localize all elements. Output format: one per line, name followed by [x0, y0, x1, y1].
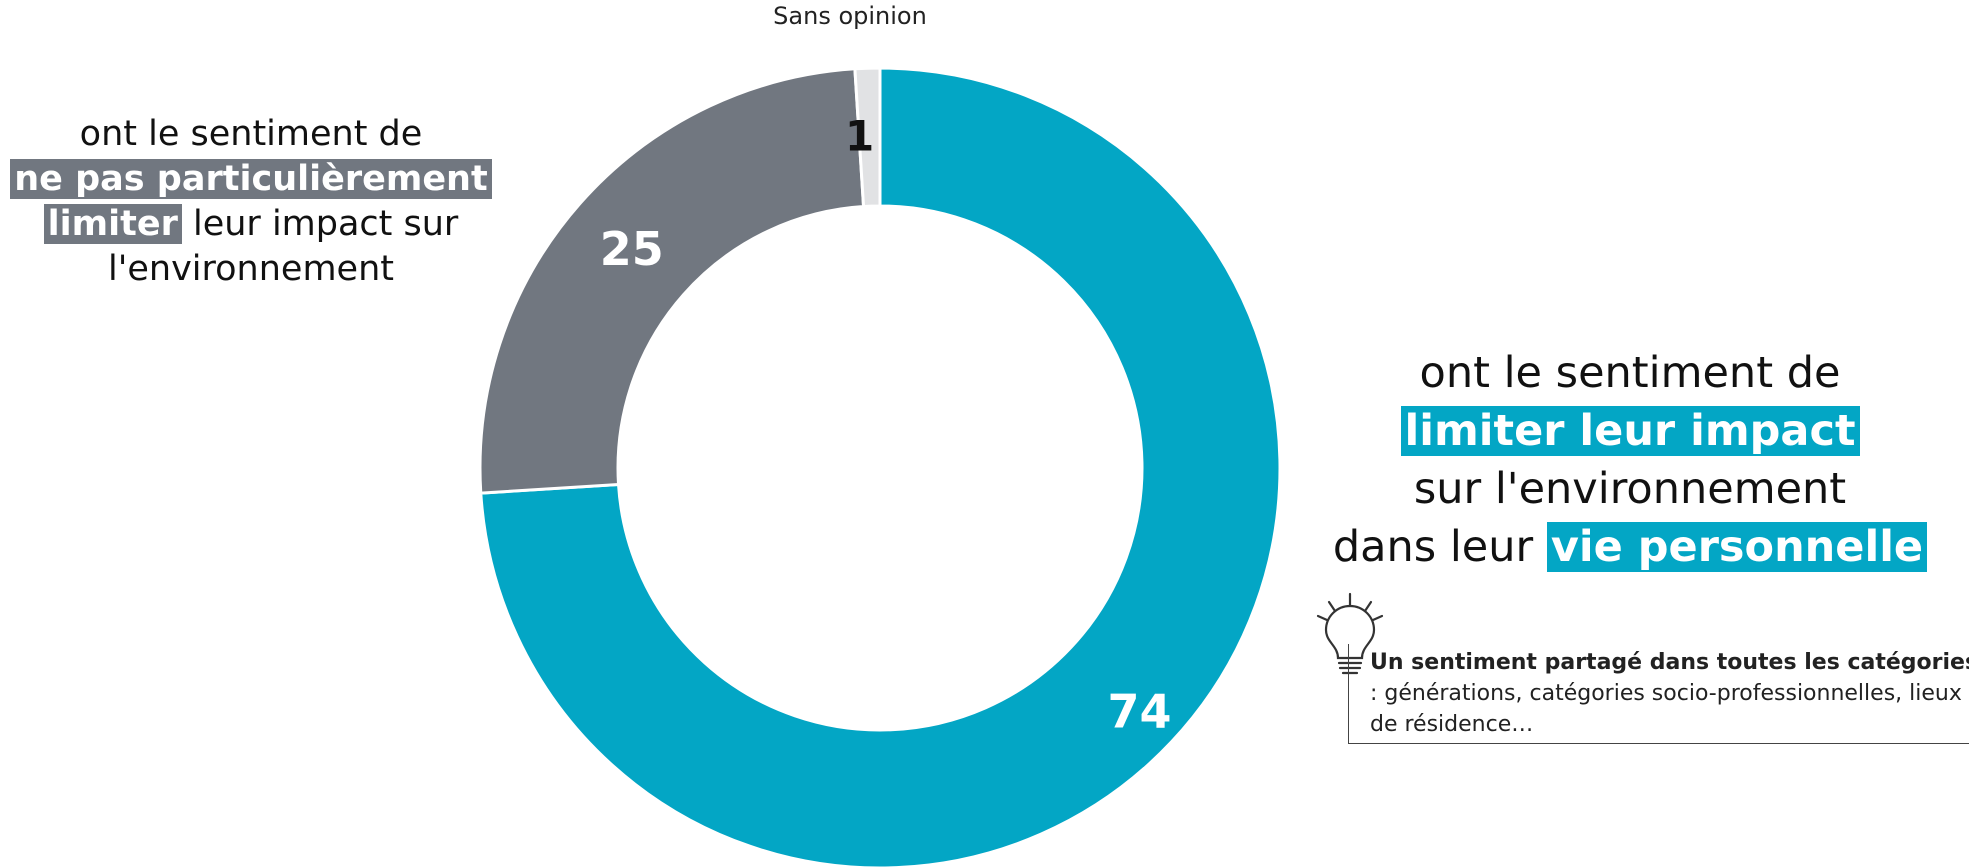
left-annotation-line4: l'environnement	[108, 249, 394, 289]
donut-slice-value-0: 74	[1108, 685, 1172, 739]
lightbulb-icon	[1316, 592, 1384, 675]
sans-opinion-label: Sans opinion	[773, 2, 927, 30]
donut-slice-2	[853, 66, 882, 209]
donut-slice-1	[478, 67, 866, 495]
right-annotation-prefix: dans leur	[1332, 522, 1547, 572]
donut-slice-value-1: 25	[600, 222, 664, 276]
right-annotation-line3: sur l'environnement	[1413, 464, 1847, 514]
insight-note-bold: Un sentiment partagé dans toutes les cat…	[1370, 650, 1969, 675]
left-annotation-rest2: leur impact sur	[181, 204, 459, 244]
insight-note: Un sentiment partagé dans toutes les cat…	[1348, 644, 1969, 744]
donut-slice-0	[479, 66, 1282, 868]
insight-note-text: : générations, catégories socio-professi…	[1370, 681, 1962, 737]
donut-slice-labels: 74 25 1	[600, 112, 1172, 739]
left-annotation: ont le sentiment de ne pas particulièrem…	[6, 112, 496, 292]
donut-slices	[478, 66, 1282, 868]
left-annotation-highlight1: ne pas particulièrement	[10, 159, 492, 199]
right-annotation-highlight1: limiter leur impact	[1400, 406, 1860, 456]
donut-slice-value-2: 1	[845, 112, 874, 161]
left-annotation-highlight2: limiter	[43, 204, 182, 244]
right-annotation: ont le sentiment de limiter leur impact …	[1300, 344, 1960, 576]
right-annotation-line1: ont le sentiment de	[1419, 348, 1841, 398]
right-annotation-highlight2: vie personnelle	[1546, 522, 1928, 572]
left-annotation-line1: ont le sentiment de	[79, 114, 423, 154]
